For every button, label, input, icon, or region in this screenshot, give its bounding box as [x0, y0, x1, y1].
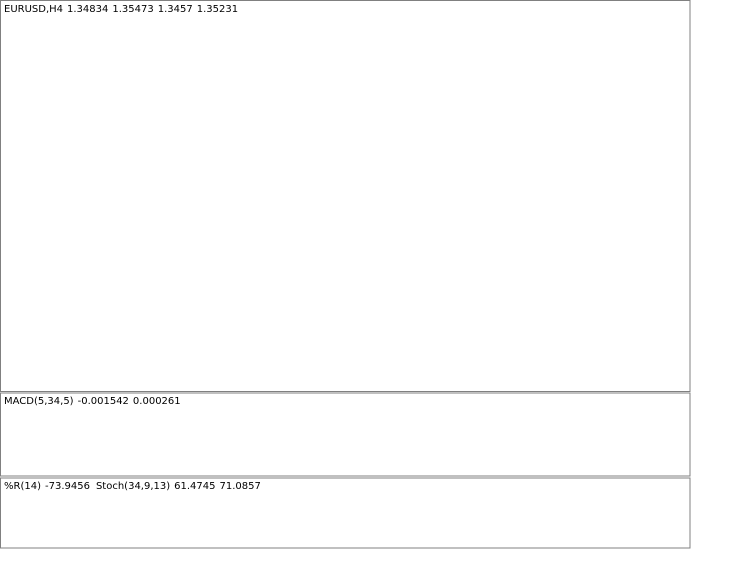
wpr-name: %R(14) — [4, 481, 41, 492]
oscillator-border — [0, 477, 691, 549]
close: 1.35231 — [197, 4, 238, 15]
macd-header: MACD(5,34,5) -0.001542 0.000261 — [4, 396, 181, 407]
stoch-name: Stoch(34,9,13) — [96, 481, 170, 492]
low: 1.3457 — [158, 4, 193, 15]
stoch-value: 61.4745 — [174, 481, 215, 492]
wpr-value: -73.9456 — [45, 481, 90, 492]
high: 1.35473 — [112, 4, 153, 15]
symbol: EURUSD,H4 — [4, 4, 63, 15]
macd-value: -0.001542 — [78, 396, 129, 407]
macd-name: MACD(5,34,5) — [4, 396, 74, 407]
stoch-signal-value: 71.0857 — [220, 481, 261, 492]
macd-signal-value: 0.000261 — [133, 396, 181, 407]
price-header: EURUSD,H4 1.34834 1.35473 1.3457 1.35231 — [4, 4, 238, 15]
open: 1.34834 — [67, 4, 108, 15]
price-border — [0, 0, 691, 392]
macd-border — [0, 392, 691, 477]
oscillator-header: %R(14) -73.9456 Stoch(34,9,13) 61.4745 71.08… — [4, 481, 261, 492]
